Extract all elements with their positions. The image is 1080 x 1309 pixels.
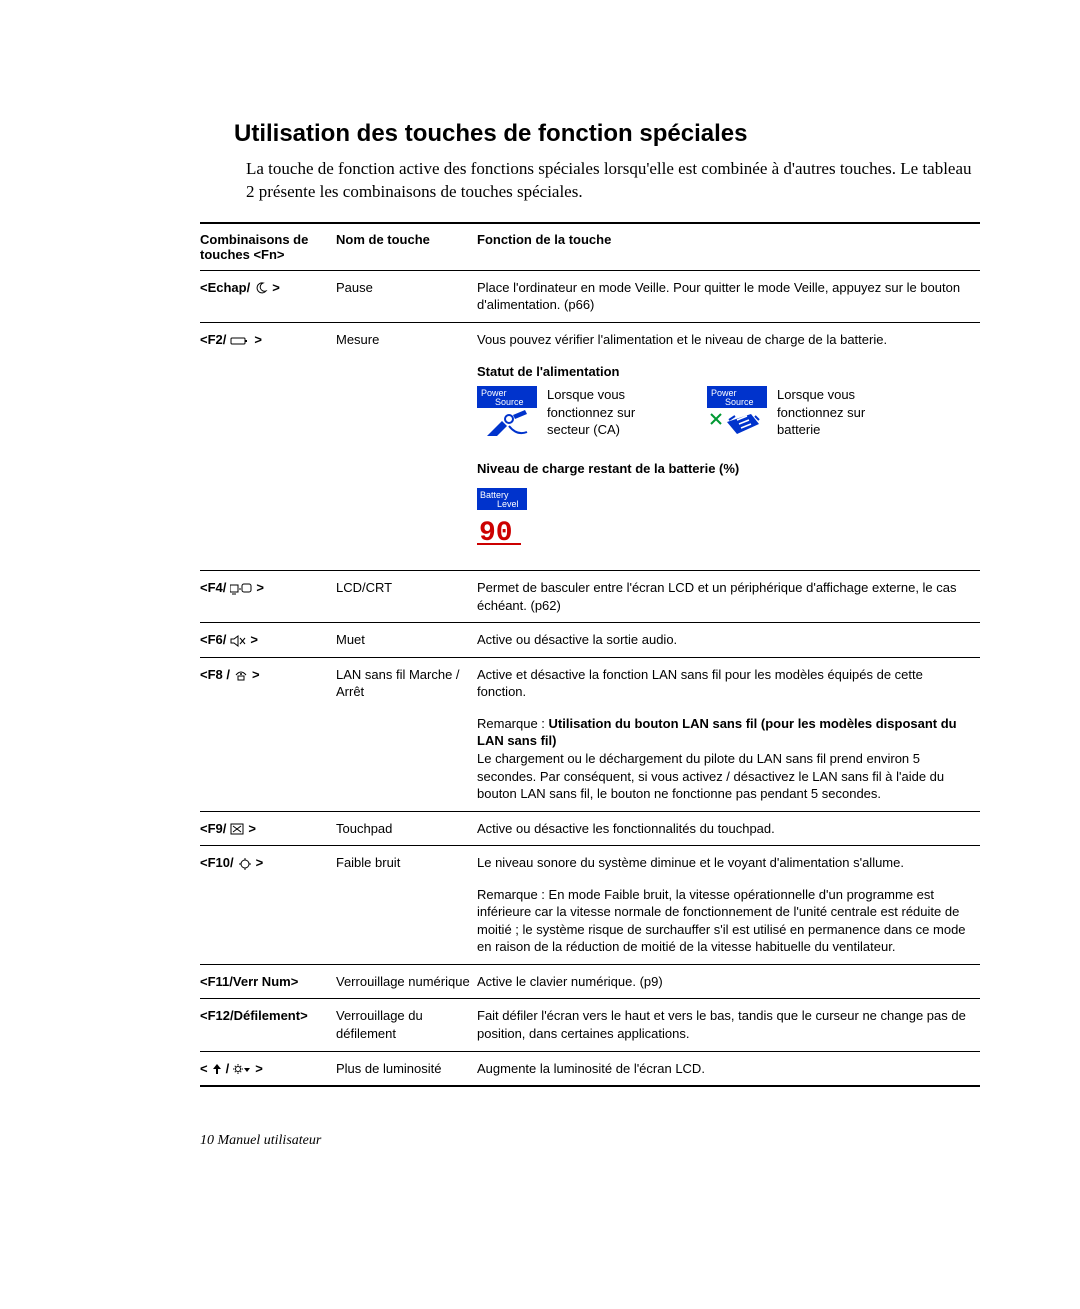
name-lcdcrt: LCD/CRT	[336, 571, 477, 623]
th-combo: Combinaisons de touches <Fn>	[200, 223, 336, 271]
table-row: < / > Plus de luminosité Augmente la lum…	[200, 1051, 980, 1086]
combo-f12: <F12/Défilement>	[200, 1008, 308, 1023]
combo-bright-up: < / >	[200, 1060, 330, 1078]
name-wlan: LAN sans fil Marche / Arrêt	[336, 657, 477, 811]
table-row: <F10/ > Faible bruit Le niveau sonore du…	[200, 846, 980, 965]
table-row: <F6/ > Muet Active ou désactive la sorti…	[200, 623, 980, 658]
combo-f10: <F10/ >	[200, 854, 330, 872]
func-pause: Place l'ordinateur en mode Veille. Pour …	[477, 270, 980, 322]
moon-icon	[254, 279, 268, 297]
func-touchpad: Active ou désactive les fonctionnalités …	[477, 811, 980, 846]
func-wlan: Active et désactive la fonction LAN sans…	[477, 657, 980, 811]
manual-page: Utilisation des touches de fonction spéc…	[0, 0, 1080, 1309]
combo-f8: <F8 / >	[200, 666, 330, 684]
touchpad-icon	[230, 820, 244, 838]
arrow-up-icon	[212, 1060, 222, 1078]
name-muet: Muet	[336, 623, 477, 658]
combo-f2: <F2/ >	[200, 331, 330, 349]
name-lownoise: Faible bruit	[336, 846, 477, 965]
name-brightup: Plus de luminosité	[336, 1051, 477, 1086]
svg-text:Source: Source	[495, 397, 524, 407]
combo-f4: <F4/ >	[200, 579, 330, 597]
svg-text:Level: Level	[497, 499, 519, 509]
combo-f11: <F11/Verr Num>	[200, 974, 298, 989]
table-row: <F2/ > Mesure Vous pouvez vérifier l'ali…	[200, 322, 980, 570]
wireless-icon	[234, 666, 248, 684]
page-footer: 10 Manuel utilisateur	[200, 1133, 321, 1149]
low-noise-icon	[238, 854, 252, 872]
th-function: Fonction de la touche	[477, 223, 980, 271]
combo-echap: <Echap/ >	[200, 279, 330, 297]
func-lownoise: Le niveau sonore du système diminue et l…	[477, 846, 980, 965]
func-scrolllock: Fait défiler l'écran vers le haut et ver…	[477, 999, 980, 1051]
intro-text: La touche de fonction active des fonctio…	[246, 158, 980, 204]
combo-f6: <F6/ >	[200, 631, 330, 649]
brightness-up-icon	[233, 1060, 251, 1078]
func-brightup: Augmente la luminosité de l'écran LCD.	[477, 1051, 980, 1086]
power-ac-icon: Power Source	[477, 386, 537, 446]
table-row: <F12/Défilement> Verrouillage du défilem…	[200, 999, 980, 1051]
name-scrolllock: Verrouillage du défilement	[336, 999, 477, 1051]
func-mesure: Vous pouvez vérifier l'alimentation et l…	[477, 322, 980, 570]
lcd-crt-icon	[230, 579, 252, 597]
func-numlock: Active le clavier numérique. (p9)	[477, 964, 980, 999]
page-title: Utilisation des touches de fonction spéc…	[234, 120, 980, 148]
svg-text:Source: Source	[725, 397, 754, 407]
table-row: <F9/ > Touchpad Active ou désactive les …	[200, 811, 980, 846]
name-mesure: Mesure	[336, 322, 477, 570]
power-battery-item: Power Source Lorsque vous fonctionnez su…	[707, 386, 897, 446]
combo-f9: <F9/ >	[200, 820, 330, 838]
table-row: <F11/Verr Num> Verrouillage numérique Ac…	[200, 964, 980, 999]
table-row: <F4/ > LCD/CRT Permet de basculer entre …	[200, 571, 980, 623]
power-ac-item: Power Source Lorsque vous fonctionnez su…	[477, 386, 667, 446]
name-touchpad: Touchpad	[336, 811, 477, 846]
func-lcdcrt: Permet de basculer entre l'écran LCD et …	[477, 571, 980, 623]
battery-level-icon: Battery Level 90	[477, 488, 532, 558]
function-key-table: Combinaisons de touches <Fn> Nom de touc…	[200, 222, 980, 1087]
name-numlock: Verrouillage numérique	[336, 964, 477, 999]
power-battery-source-icon: Power Source	[707, 386, 767, 446]
name-pause: Pause	[336, 270, 477, 322]
battery-level-heading: Niveau de charge restant de la batterie …	[477, 460, 974, 478]
power-status-heading: Statut de l'alimentation	[477, 363, 974, 381]
table-row: <F8 / > LAN sans fil Marche / Arrêt Acti…	[200, 657, 980, 811]
func-muet: Active ou désactive la sortie audio.	[477, 623, 980, 658]
table-row: <Echap/ > Pause Place l'ordinateur en mo…	[200, 270, 980, 322]
mute-icon	[230, 631, 246, 649]
battery-icon	[230, 331, 250, 349]
th-name: Nom de touche	[336, 223, 477, 271]
